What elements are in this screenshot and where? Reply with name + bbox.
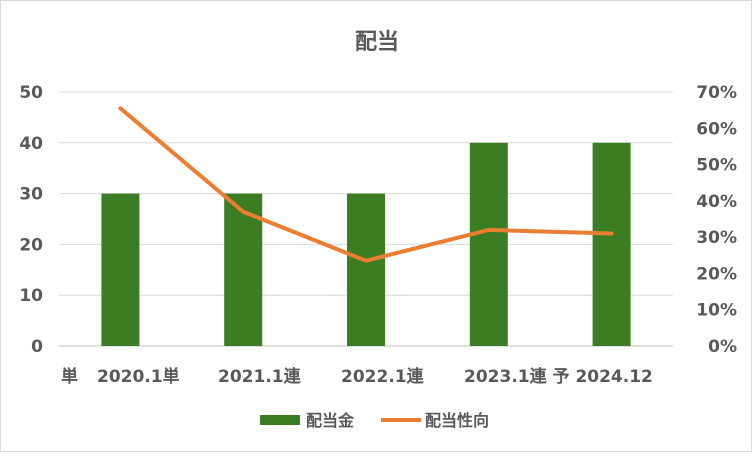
right-tick-label: 60% bbox=[696, 119, 737, 139]
legend: 配当金 配当性向 bbox=[260, 411, 489, 430]
left-tick-label: 30 bbox=[19, 185, 43, 205]
left-tick-label: 20 bbox=[19, 235, 43, 255]
category-label: 2021.1連 bbox=[218, 366, 302, 387]
bar bbox=[470, 143, 508, 346]
category-label: 2023.1連 予 2024.12 bbox=[464, 366, 653, 387]
left-axis-ticks: 0 10 20 30 40 50 bbox=[19, 83, 43, 357]
left-tick-label: 50 bbox=[19, 83, 43, 103]
right-tick-label: 40% bbox=[696, 192, 737, 212]
bar bbox=[101, 194, 139, 346]
legend-line-label: 配当性向 bbox=[425, 411, 489, 430]
legend-bar-swatch bbox=[260, 415, 300, 425]
left-tick-label: 10 bbox=[19, 286, 43, 306]
right-tick-label: 70% bbox=[696, 83, 737, 103]
left-tick-label: 40 bbox=[19, 134, 43, 154]
bar bbox=[347, 194, 385, 346]
category-label: 2020.1単 bbox=[97, 366, 180, 387]
right-tick-label: 20% bbox=[696, 264, 737, 284]
right-tick-label: 50% bbox=[696, 156, 737, 176]
chart-title: 配当 bbox=[355, 30, 399, 55]
category-label: 2022.1連 bbox=[341, 366, 425, 387]
category-labels: 単 2020.1単 2021.1連 2022.1連 2023.1連 予 2024.12 bbox=[61, 366, 653, 387]
right-tick-label: 0% bbox=[708, 337, 737, 357]
right-tick-label: 30% bbox=[696, 228, 737, 248]
bar bbox=[593, 143, 631, 346]
category-label: 単 bbox=[61, 366, 78, 387]
right-tick-label: 10% bbox=[696, 301, 737, 321]
left-tick-label: 0 bbox=[31, 337, 43, 357]
right-axis-ticks: 0% 10% 20% 30% 40% 50% 60% 70% bbox=[696, 83, 737, 357]
legend-bar-label: 配当金 bbox=[306, 411, 355, 430]
